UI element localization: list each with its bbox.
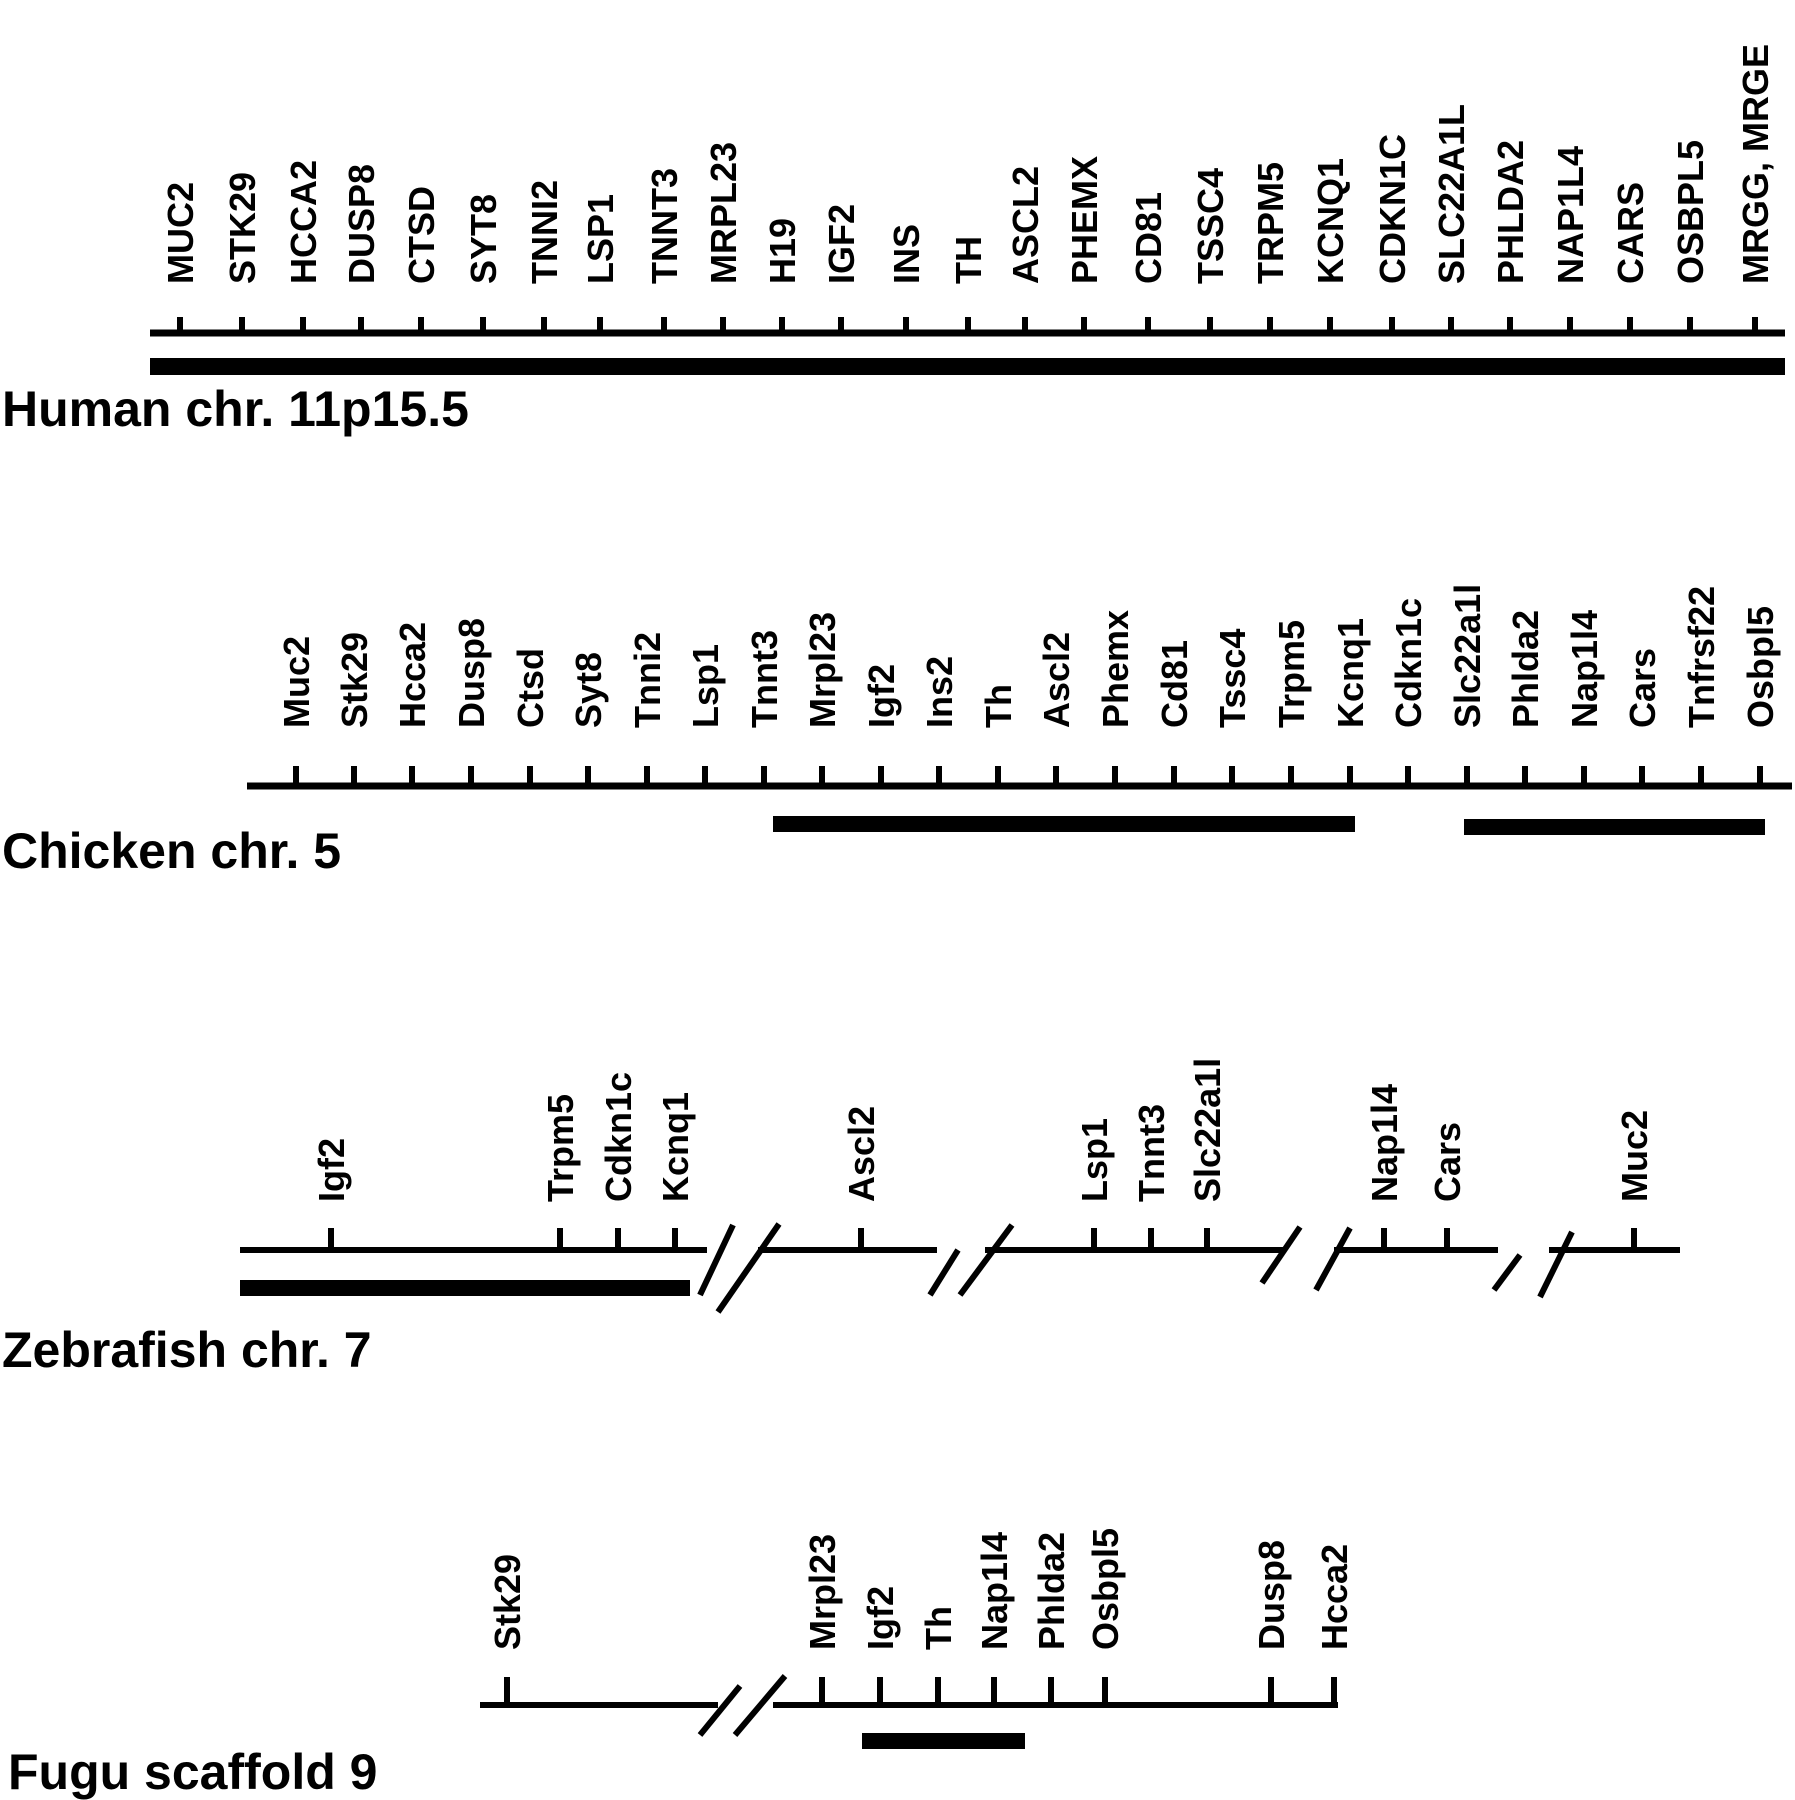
chicken-gene-label-cd81: Cd81 <box>1154 640 1195 728</box>
chicken-gene-label-syt8: Syt8 <box>568 652 609 728</box>
chicken-gene-label-ins2: Ins2 <box>919 656 960 728</box>
chicken-gene-label-cdkn1c: Cdkn1c <box>1388 598 1429 728</box>
human-gene-label-stk29: STK29 <box>222 172 263 284</box>
zebrafish-gene-label-igf2: Igf2 <box>311 1138 352 1202</box>
fugu-gene-label-nap1l4: Nap1l4 <box>974 1532 1015 1650</box>
chicken-gene-label-phemx: Phemx <box>1095 610 1136 728</box>
track-chicken: Muc2 Stk29 Hcca2 Dusp8 Ctsd Syt8 Tnni2 Lsp1 Tnnt… <box>2 584 1792 879</box>
human-gene-label-ctsd: CTSD <box>401 186 442 284</box>
chicken-gene-label-ascl2: Ascl2 <box>1036 632 1077 728</box>
track-fugu: Stk29 Mrpl23 Igf2 Th Nap1l4 Phlda2 Osbpl5 Dusp8… <box>8 1528 1355 1800</box>
zebrafish-gene-label-muc2: Muc2 <box>1614 1110 1655 1202</box>
human-gene-label-mrgg-mrge: MRGG, MRGE <box>1735 44 1776 284</box>
zebrafish-gene-label-slc22a1l: Slc22a1l <box>1187 1058 1228 1202</box>
chicken-gene-label-osbpl5: Osbpl5 <box>1740 606 1781 728</box>
chicken-gene-label-tnfrsf22: Tnfrsf22 <box>1681 586 1722 728</box>
chicken-gene-label-tnnt3: Tnnt3 <box>744 630 785 728</box>
zebrafish-gene-label-kcnq1: Kcnq1 <box>655 1092 696 1202</box>
chicken-gene-label-tnni2: Tnni2 <box>627 632 668 728</box>
chicken-conserved-block <box>773 816 1355 832</box>
zebrafish-gene-label-trpm5: Trpm5 <box>540 1094 581 1202</box>
chicken-conserved-block <box>1464 819 1765 835</box>
human-gene-label-cd81: CD81 <box>1128 192 1169 284</box>
human-gene-label-hcca2: HCCA2 <box>283 160 324 284</box>
chicken-track-name: Chicken chr. 5 <box>2 823 341 879</box>
chicken-gene-label-trpm5: Trpm5 <box>1271 620 1312 728</box>
human-gene-label-trpm5: TRPM5 <box>1250 162 1291 284</box>
human-gene-label-syt8: SYT8 <box>463 194 504 284</box>
human-gene-label-h19: H19 <box>762 218 803 284</box>
zebrafish-break-mark <box>715 1222 782 1314</box>
chicken-gene-label-lsp1: Lsp1 <box>685 644 726 728</box>
zebrafish-gene-label-cars: Cars <box>1427 1122 1468 1202</box>
zebrafish-gene-label-nap1l4: Nap1l4 <box>1364 1084 1405 1202</box>
fugu-gene-label-dusp8: Dusp8 <box>1251 1540 1292 1650</box>
chicken-gene-label-th: Th <box>978 684 1019 728</box>
zebrafish-break-mark <box>697 1223 736 1297</box>
human-gene-label-tssc4: TSSC4 <box>1190 168 1231 284</box>
fugu-gene-label-th: Th <box>918 1606 959 1650</box>
fugu-track-name: Fugu scaffold 9 <box>8 1744 377 1800</box>
human-gene-label-slc22a1l: SLC22A1L <box>1431 104 1472 284</box>
human-gene-label-phemx: PHEMX <box>1064 156 1105 284</box>
chicken-gene-label-tssc4: Tssc4 <box>1212 629 1253 728</box>
zebrafish-gene-label-cdkn1c: Cdkn1c <box>598 1072 639 1202</box>
human-gene-label-igf2: IGF2 <box>821 204 862 284</box>
fugu-break-mark <box>697 1684 743 1737</box>
human-gene-label-mrpl23: MRPL23 <box>703 142 744 284</box>
zebrafish-gene-label-tnnt3: Tnnt3 <box>1131 1104 1172 1202</box>
chicken-gene-label-igf2: Igf2 <box>861 664 902 728</box>
fugu-gene-label-osbpl5: Osbpl5 <box>1085 1528 1126 1650</box>
human-gene-label-dusp8: DUSP8 <box>341 164 382 284</box>
zebrafish-break-mark <box>1537 1230 1575 1299</box>
zebrafish-break-mark <box>1313 1226 1353 1292</box>
zebrafish-gene-label-lsp1: Lsp1 <box>1074 1118 1115 1202</box>
zebrafish-track-name: Zebrafish chr. 7 <box>2 1322 372 1378</box>
human-gene-label-ascl2: ASCL2 <box>1005 166 1046 284</box>
human-gene-label-nap1l4: NAP1L4 <box>1550 146 1591 284</box>
human-gene-label-cars: CARS <box>1610 182 1651 284</box>
human-gene-label-muc2: MUC2 <box>160 182 201 284</box>
zebrafish-conserved-block <box>240 1280 690 1296</box>
human-track-name: Human chr. 11p15.5 <box>2 381 469 437</box>
human-gene-label-lsp1: LSP1 <box>580 194 621 284</box>
fugu-break-mark <box>732 1674 788 1737</box>
zebrafish-break-mark <box>1491 1253 1523 1292</box>
zebrafish-break-mark <box>1259 1225 1303 1285</box>
chicken-gene-label-kcnq1: Kcnq1 <box>1330 618 1371 728</box>
fugu-gene-label-stk29: Stk29 <box>487 1554 528 1650</box>
track-zebrafish: Igf2 Trpm5 Cdkn1c Kcnq1 Ascl2 Lsp1 Tnnt3 Slc22a… <box>2 1058 1680 1378</box>
human-conserved-block <box>150 358 1785 375</box>
chicken-gene-label-phlda2: Phlda2 <box>1505 610 1546 728</box>
zebrafish-gene-label-ascl2: Ascl2 <box>841 1106 882 1202</box>
human-gene-label-osbpl5: OSBPL5 <box>1670 140 1711 284</box>
human-gene-label-phlda2: PHLDA2 <box>1490 140 1531 284</box>
chicken-gene-label-mrpl23: Mrpl23 <box>802 612 843 728</box>
zebrafish-break-mark <box>957 1223 1015 1297</box>
chicken-gene-label-dusp8: Dusp8 <box>451 618 492 728</box>
chicken-gene-label-slc22a1l: Slc22a1l <box>1447 584 1488 728</box>
chicken-gene-label-hcca2: Hcca2 <box>392 622 433 728</box>
fugu-gene-label-igf2: Igf2 <box>860 1586 901 1650</box>
fugu-gene-label-phlda2: Phlda2 <box>1031 1532 1072 1650</box>
human-gene-label-kcnq1: KCNQ1 <box>1310 158 1351 284</box>
human-gene-label-ins: INS <box>886 224 927 284</box>
human-gene-label-tnni2: TNNI2 <box>524 180 565 284</box>
fugu-gene-label-hcca2: Hcca2 <box>1314 1544 1355 1650</box>
fugu-gene-label-mrpl23: Mrpl23 <box>802 1534 843 1650</box>
chicken-gene-label-cars: Cars <box>1622 648 1663 728</box>
chicken-gene-label-stk29: Stk29 <box>334 632 375 728</box>
human-gene-label-cdkn1c: CDKN1C <box>1372 134 1413 284</box>
zebrafish-break-mark <box>927 1248 961 1297</box>
human-gene-label-tnnt3: TNNT3 <box>644 168 685 284</box>
chicken-gene-label-muc2: Muc2 <box>276 636 317 728</box>
fugu-conserved-block <box>862 1733 1025 1749</box>
track-human: MUC2 STK29 HCCA2 DUSP8 CTSD SYT8 TNNI2 LSP1 TNNT… <box>2 44 1785 437</box>
chicken-gene-label-ctsd: Ctsd <box>510 648 551 728</box>
chicken-gene-label-nap1l4: Nap1l4 <box>1564 610 1605 728</box>
human-gene-label-th: TH <box>948 236 989 284</box>
